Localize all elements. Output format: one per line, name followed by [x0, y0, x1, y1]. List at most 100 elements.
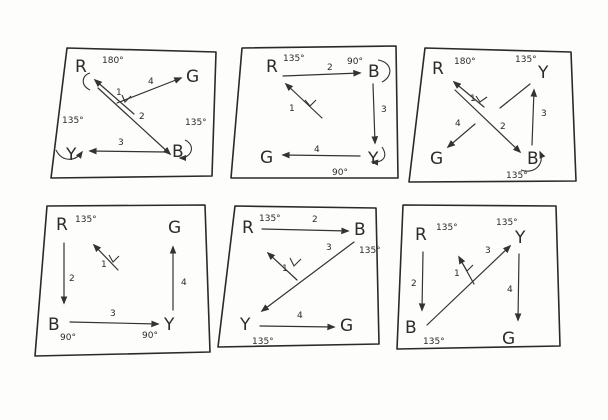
label-Y: Y	[537, 63, 549, 83]
angle-R: 135°	[283, 54, 305, 64]
arrow-2	[282, 69, 362, 77]
label-R: R	[56, 215, 68, 235]
angle-Y: 90°	[142, 331, 158, 341]
step-4: 4	[148, 77, 154, 87]
label-R: R	[432, 59, 444, 79]
label-Y: Y	[514, 228, 526, 248]
step-4: 4	[507, 285, 513, 295]
angle-Y: 135°	[252, 337, 274, 347]
step-1: 1	[116, 88, 122, 98]
rotation-arc-Y	[370, 146, 386, 166]
label-B: B	[172, 142, 184, 162]
angle-Y: 90°	[332, 168, 348, 178]
angle-Y: 135°	[62, 116, 84, 126]
rotation-arc-B	[520, 150, 546, 172]
label-B: B	[527, 149, 539, 169]
label-Y: Y	[65, 145, 77, 165]
panel-1: R G Y B 180° 135° 135° 1 2 3 4	[50, 47, 217, 179]
panel-6: R Y B G 135° 135° 135° 1 2 3 4	[396, 204, 561, 350]
step-1: 1	[470, 94, 476, 104]
step-3: 3	[326, 243, 332, 253]
label-R: R	[75, 57, 87, 77]
step-4: 4	[455, 119, 461, 129]
arrow-3	[69, 320, 160, 328]
panel-3: R Y G B 180° 135° 135° 1 2 3 4	[408, 47, 577, 183]
arrow-2	[454, 89, 522, 154]
step-3: 3	[485, 246, 491, 256]
rotation-tick	[475, 95, 488, 103]
rotation-arc-B	[377, 59, 391, 83]
label-G: G	[502, 329, 515, 349]
label-R: R	[415, 225, 427, 245]
arrow-1	[266, 251, 298, 281]
step-2: 2	[327, 63, 333, 73]
angle-B: 135°	[506, 171, 528, 181]
arrow-1	[93, 78, 135, 115]
step-2: 2	[500, 122, 506, 132]
step-3: 3	[381, 105, 387, 115]
angle-B: 135°	[359, 246, 381, 256]
rotation-tick	[289, 257, 302, 267]
arrow-4	[446, 123, 476, 149]
panel-2: R B Y G 135° 90° 90° 1 2 3 4	[230, 45, 399, 179]
arrow-3	[426, 244, 512, 326]
angle-R: 135°	[436, 223, 458, 233]
label-Y: Y	[163, 315, 175, 335]
angle-R: 135°	[259, 214, 281, 224]
arrow-2	[261, 227, 350, 235]
step-2: 2	[312, 215, 318, 225]
step-2: 2	[69, 274, 75, 284]
label-G: G	[168, 218, 181, 238]
rotation-arc-Y	[55, 149, 83, 160]
label-R: R	[242, 218, 254, 238]
arrow-2	[418, 251, 426, 312]
rotation-tick	[108, 254, 120, 263]
rotation-arc-R	[82, 72, 91, 91]
edge-stroke	[499, 83, 531, 109]
step-4: 4	[181, 278, 187, 288]
arrow-4	[514, 253, 522, 322]
label-B: B	[405, 318, 417, 338]
step-2: 2	[411, 279, 417, 289]
panel-frame	[230, 45, 399, 179]
step-3: 3	[118, 138, 124, 148]
panel-frame	[408, 47, 577, 183]
arrow-1	[284, 82, 323, 119]
step-1: 1	[454, 269, 460, 279]
arrow-2	[97, 87, 172, 156]
rotation-tick	[121, 94, 132, 103]
label-G: G	[340, 316, 353, 336]
angle-B: 90°	[347, 57, 363, 67]
rotation-tick	[462, 263, 474, 272]
angle-R: 180°	[454, 57, 476, 67]
panel-4: R G B Y 135° 90° 90° 1 2 3 4	[34, 204, 211, 357]
label-G: G	[186, 67, 199, 87]
label-B: B	[368, 62, 380, 82]
label-R: R	[266, 57, 278, 77]
panel-5: R B Y G 135° 135° 135° 1 2 3 4	[217, 205, 381, 348]
arrow-1	[452, 80, 485, 108]
step-3: 3	[541, 109, 547, 119]
arrow-1	[92, 243, 119, 271]
rotation-tick	[304, 99, 317, 107]
arrow-3	[260, 241, 355, 313]
label-Y: Y	[239, 315, 251, 335]
step-4: 4	[314, 145, 320, 155]
label-G: G	[430, 149, 443, 169]
rotation-arc-B	[178, 139, 192, 162]
arrow-3	[530, 88, 538, 146]
step-2: 2	[139, 112, 145, 122]
label-B: B	[354, 220, 366, 240]
angle-R: 135°	[75, 215, 97, 225]
angle-Y: 135°	[515, 55, 537, 65]
angle-B: 135°	[185, 118, 207, 128]
label-B: B	[48, 315, 60, 335]
angle-Y: 135°	[496, 218, 518, 228]
angle-B: 135°	[423, 337, 445, 347]
label-Y: Y	[367, 149, 379, 169]
arrow-4	[281, 151, 361, 159]
panel-frame	[396, 204, 561, 350]
panel-frame	[50, 47, 217, 179]
label-G: G	[260, 148, 273, 168]
